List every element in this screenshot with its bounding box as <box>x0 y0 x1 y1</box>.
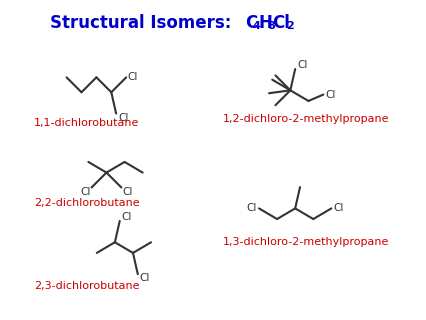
Text: Cl: Cl <box>121 212 132 222</box>
Text: 1,1-dichlorobutane: 1,1-dichlorobutane <box>34 118 139 128</box>
Text: Cl: Cl <box>118 113 128 124</box>
Text: Cl: Cl <box>139 273 150 283</box>
Text: 2: 2 <box>286 21 294 31</box>
Text: H: H <box>258 13 272 32</box>
Text: 1,3-dichloro-2-methylpropane: 1,3-dichloro-2-methylpropane <box>222 237 388 247</box>
Text: Cl: Cl <box>271 13 289 32</box>
Text: Cl: Cl <box>325 90 335 100</box>
Text: Cl: Cl <box>122 187 132 197</box>
Text: Cl: Cl <box>127 72 137 82</box>
Text: C: C <box>244 13 256 32</box>
Text: 4: 4 <box>252 21 260 31</box>
Text: Cl: Cl <box>296 60 307 70</box>
Text: 2,2-dichlorobutane: 2,2-dichlorobutane <box>34 197 139 208</box>
Text: 2,3-dichlorobutane: 2,3-dichlorobutane <box>34 281 139 291</box>
Text: Cl: Cl <box>246 204 256 213</box>
Text: 1,2-dichloro-2-methylpropane: 1,2-dichloro-2-methylpropane <box>222 114 388 124</box>
Text: Cl: Cl <box>333 204 343 213</box>
Text: 8: 8 <box>267 21 274 31</box>
Text: Structural Isomers:: Structural Isomers: <box>50 13 243 32</box>
Text: Cl: Cl <box>80 187 90 197</box>
